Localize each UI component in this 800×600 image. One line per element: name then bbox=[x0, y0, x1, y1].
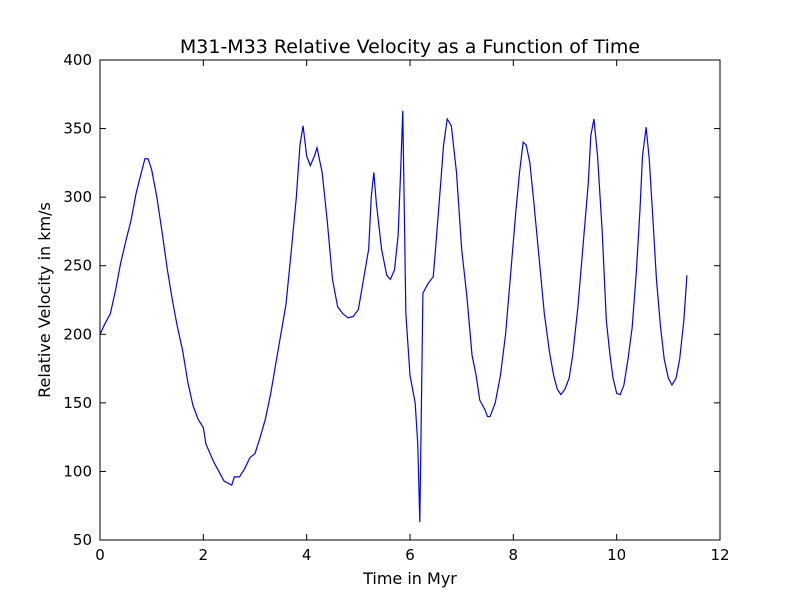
x-axis-label: Time in Myr bbox=[362, 569, 457, 588]
x-tick-label: 6 bbox=[405, 546, 415, 564]
x-tick-label: 12 bbox=[710, 546, 729, 564]
x-tick-label: 10 bbox=[607, 546, 626, 564]
y-tick-label: 200 bbox=[63, 325, 92, 343]
x-tick-label: 0 bbox=[95, 546, 105, 564]
y-tick-label: 150 bbox=[63, 394, 92, 412]
x-tick-label: 4 bbox=[302, 546, 312, 564]
y-tick-label: 50 bbox=[73, 531, 92, 549]
data-line bbox=[99, 110, 688, 523]
y-axis-label: Relative Velocity in km/s bbox=[35, 202, 54, 398]
x-tick-label: 8 bbox=[509, 546, 519, 564]
y-tick-label: 350 bbox=[63, 120, 92, 138]
y-tick-label: 100 bbox=[63, 462, 92, 480]
chart-title: M31-M33 Relative Velocity as a Function … bbox=[180, 36, 640, 58]
plot-area bbox=[99, 110, 688, 523]
x-tick-label: 2 bbox=[199, 546, 209, 564]
y-tick-label: 300 bbox=[63, 188, 92, 206]
y-tick-label: 250 bbox=[63, 257, 92, 275]
y-tick-label: 400 bbox=[63, 51, 92, 69]
